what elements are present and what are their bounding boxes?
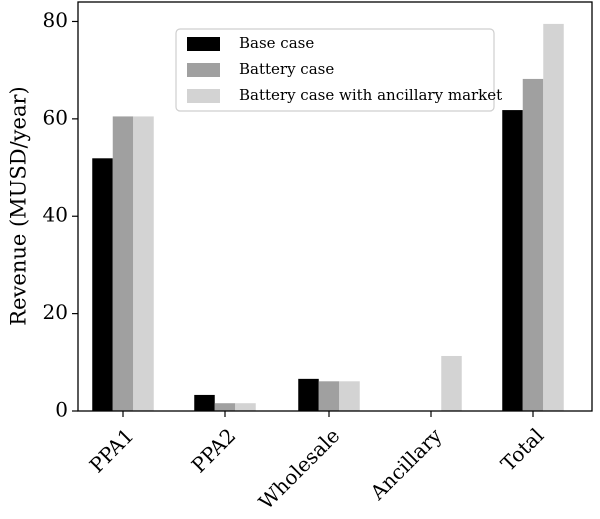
bar-wholesale-series-3 — [339, 381, 360, 411]
x-tick-label-total: Total — [496, 423, 548, 475]
bar-total-series-3 — [543, 23, 564, 411]
y-tick-label: 80 — [43, 8, 68, 32]
legend-label-1: Base case — [239, 34, 314, 52]
y-tick-label: 40 — [43, 203, 68, 227]
y-tick-label: 20 — [43, 300, 68, 324]
bar-total-series-2 — [522, 78, 544, 412]
legend-swatch-1 — [187, 37, 220, 51]
legend: Base case Battery case Battery case with a… — [175, 28, 502, 112]
bar-wholesale-series-1 — [298, 378, 319, 411]
y-axis-ticks: 0 20 40 60 80 — [43, 8, 78, 422]
bar-ppa1-series-1 — [92, 158, 113, 411]
bar-ppa1-series-3 — [133, 116, 154, 412]
legend-box — [175, 28, 495, 112]
bar-ppa2-series-2 — [214, 403, 236, 411]
bars-group — [92, 23, 564, 412]
x-tick-label-ancillary: Ancillary — [365, 423, 447, 505]
y-tick-label: 0 — [55, 398, 68, 422]
legend-label-3: Battery case with ancillary market — [239, 86, 502, 104]
x-tick-label-ppa1: PPA1 — [85, 423, 139, 477]
bar-ancillary-series-3 — [441, 355, 462, 411]
bar-ppa2-series-3 — [235, 403, 256, 411]
bar-ppa2-series-1 — [194, 394, 215, 411]
x-tick-label-ppa2: PPA2 — [187, 423, 241, 477]
x-tick-label-wholesale: Wholesale — [254, 423, 345, 514]
legend-label-2: Battery case — [239, 60, 334, 78]
legend-swatch-2 — [187, 63, 220, 77]
legend-swatch-3 — [187, 89, 220, 103]
y-axis-label: Revenue (MUSD/year) — [7, 86, 31, 325]
bar-ppa1-series-2 — [112, 116, 134, 412]
y-tick-label: 60 — [43, 105, 68, 129]
axes-group — [77, 1, 593, 412]
bar-total-series-1 — [502, 110, 523, 411]
bar-wholesale-series-2 — [318, 381, 340, 411]
plot-frame — [77, 1, 593, 412]
x-axis-ticks: PPA1 PPA2 Wholesale Ancillary Total — [85, 411, 548, 514]
